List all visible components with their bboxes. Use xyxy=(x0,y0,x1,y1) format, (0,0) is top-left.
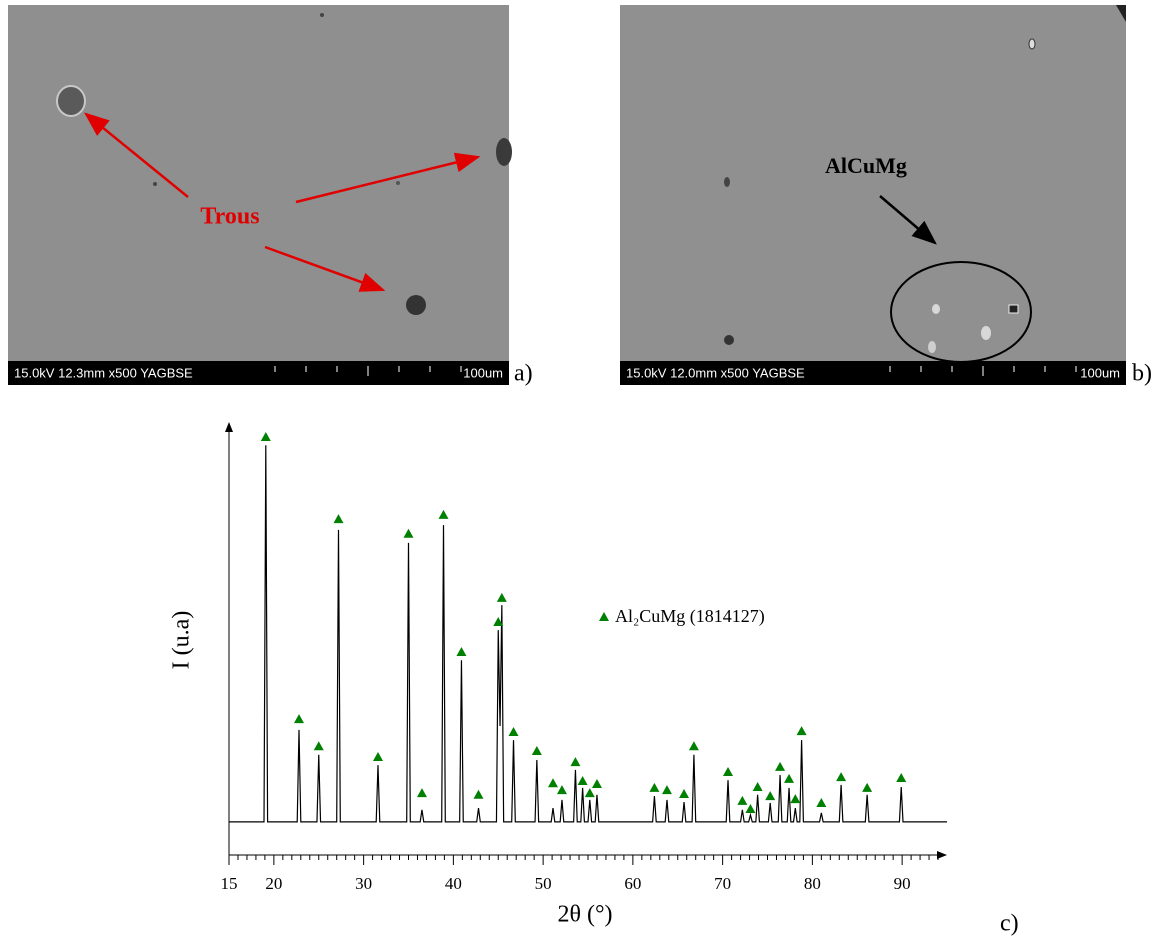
arrow xyxy=(264,245,386,292)
panel-label: c) xyxy=(1000,911,1019,937)
phase-marker xyxy=(508,727,519,737)
phase-marker xyxy=(333,514,344,524)
sem-image-a: 15.0kV 12.3mm x500 YAGBSE 100um a) Trous xyxy=(8,5,533,387)
phase-marker xyxy=(294,714,305,724)
sem-background xyxy=(620,5,1126,361)
phase-marker xyxy=(584,788,595,798)
phase-marker xyxy=(456,647,467,657)
arrow xyxy=(84,112,189,198)
speck xyxy=(320,13,324,17)
arrow xyxy=(879,195,937,245)
phase-marker xyxy=(661,785,672,795)
phase-marker xyxy=(403,528,414,538)
hole xyxy=(56,85,86,117)
particle xyxy=(932,304,940,314)
phase-marker xyxy=(679,788,690,798)
panel-label: a) xyxy=(514,361,533,387)
legend-label: Al₂CuMg (1814127) xyxy=(615,606,765,627)
speck xyxy=(153,182,157,186)
legend-marker xyxy=(599,612,609,621)
particle xyxy=(1028,38,1036,50)
x-tick-label: 60 xyxy=(624,874,641,893)
sem-info: 15.0kV 12.3mm x500 YAGBSE xyxy=(14,365,193,380)
phase-marker xyxy=(493,616,504,626)
x-tick-label: 40 xyxy=(445,874,462,893)
phase-marker xyxy=(313,741,324,751)
y-axis-label: I (u.a) xyxy=(169,611,195,670)
xrd-chart: I (u.a) 2θ (°) c) Al₂CuMg (1814127) 15 20… xyxy=(169,422,1019,937)
phase-marker xyxy=(775,761,786,771)
sem-info-bar xyxy=(620,361,1126,385)
phase-marker xyxy=(790,794,801,804)
phase-marker xyxy=(372,751,383,761)
hole xyxy=(496,138,512,166)
phase-marker xyxy=(896,773,907,783)
phase-marker xyxy=(649,782,660,792)
phase-marker xyxy=(688,741,699,751)
sem-background xyxy=(8,5,509,361)
arrows xyxy=(84,112,481,292)
x-tick-label: 90 xyxy=(894,874,911,893)
phase-marker xyxy=(784,773,795,783)
phase-marker xyxy=(737,795,748,805)
hole xyxy=(406,295,426,315)
phase-marker xyxy=(836,772,847,782)
scale-bar xyxy=(274,366,462,376)
particle xyxy=(1116,5,1126,22)
arrow xyxy=(295,152,481,204)
x-tick-label: 20 xyxy=(265,874,282,893)
phase-marker xyxy=(416,788,427,798)
phase-marker xyxy=(862,782,873,792)
phase-marker xyxy=(752,782,763,792)
phase-marker xyxy=(816,797,827,807)
sem-image-b: 15.0kV 12.0mm x500 YAGBSE 100um b) AlCuM… xyxy=(620,5,1152,387)
x-tick-label: 15 xyxy=(221,874,238,893)
phase-marker xyxy=(570,757,581,767)
phase-marker xyxy=(591,779,602,789)
phase-marker xyxy=(438,509,449,519)
phase-marker xyxy=(531,745,542,755)
scale-label: 100um xyxy=(463,365,503,380)
phase-marker xyxy=(473,789,484,799)
phase-marker xyxy=(796,726,807,736)
scale-bar xyxy=(889,366,1077,376)
sem-info: 15.0kV 12.0mm x500 YAGBSE xyxy=(626,365,805,380)
hole xyxy=(724,335,734,345)
panel-label: b) xyxy=(1132,361,1152,387)
x-tick-label: 30 xyxy=(355,874,372,893)
phase-marker xyxy=(745,803,756,813)
annotation: Trous xyxy=(200,204,259,230)
speck xyxy=(396,181,400,185)
x-tick-label: 70 xyxy=(714,874,731,893)
x-tick-label: 80 xyxy=(804,874,821,893)
phase-marker xyxy=(260,432,271,442)
particle xyxy=(981,326,991,340)
xrd-pattern xyxy=(229,445,947,823)
scale-label: 100um xyxy=(1080,365,1120,380)
speck xyxy=(724,177,730,187)
phase-marker xyxy=(496,592,507,602)
x-axis-label: 2θ (°) xyxy=(557,902,612,928)
annotation: AlCuMg xyxy=(825,153,907,178)
phase-marker xyxy=(547,778,558,788)
particle xyxy=(928,341,936,353)
phase-marker xyxy=(723,767,734,777)
particle xyxy=(1008,304,1019,314)
phase-marker xyxy=(577,776,588,786)
phase-marker xyxy=(556,785,567,795)
x-tick-label: 50 xyxy=(535,874,552,893)
sem-info-bar xyxy=(8,361,509,385)
phase-marker xyxy=(765,791,776,801)
